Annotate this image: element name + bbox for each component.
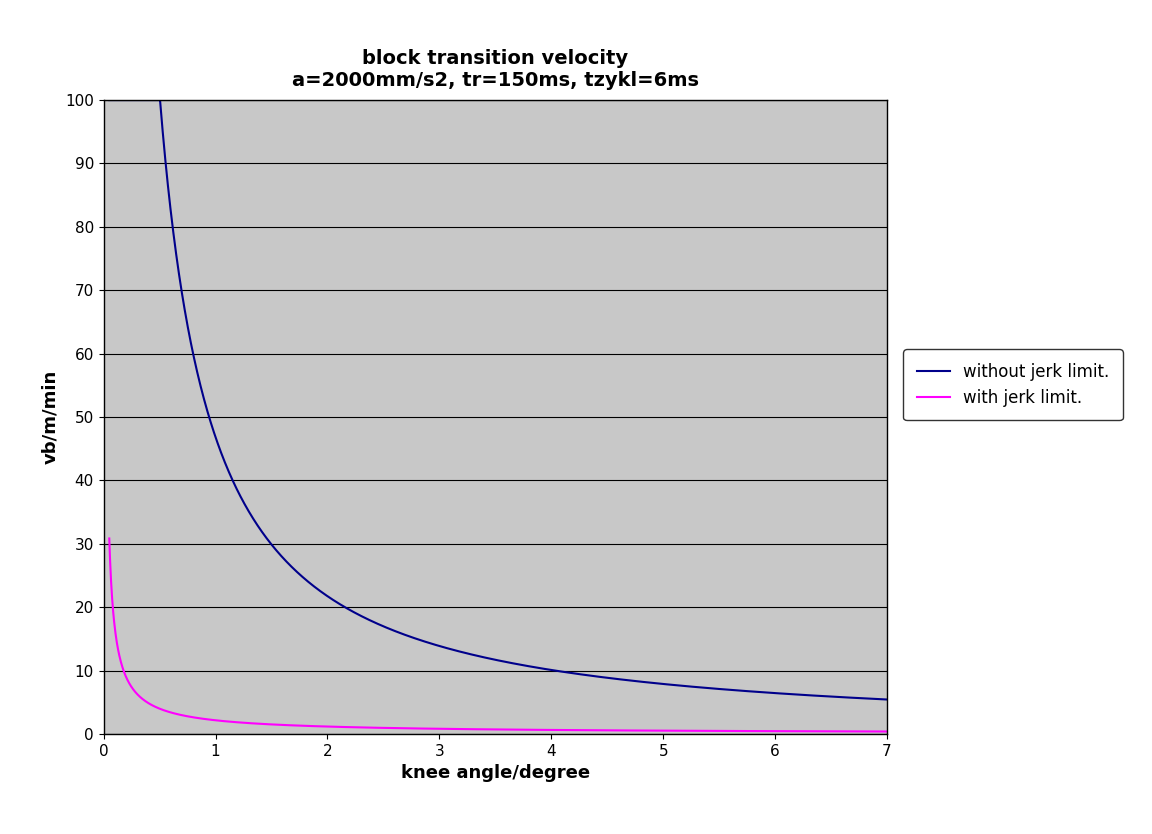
Line: with jerk limit.: with jerk limit. [109, 539, 887, 731]
with jerk limit. [880, 726, 894, 736]
Legend: without jerk limit., with jerk limit.: without jerk limit., with jerk limit. [903, 349, 1123, 420]
Y-axis label: vb/m/min: vb/m/min [41, 369, 60, 465]
without jerk limit. [865, 694, 879, 704]
X-axis label: knee angle/degree: knee angle/degree [401, 764, 590, 782]
without jerk limit. [434, 641, 448, 651]
with jerk limit. [401, 723, 415, 733]
without jerk limit. [237, 498, 251, 508]
without jerk limit. [191, 370, 205, 380]
Title: block transition velocity
a=2000mm/s2, tr=150ms, tzykl=6ms: block transition velocity a=2000mm/s2, t… [291, 49, 699, 90]
with jerk limit. [865, 726, 879, 736]
with jerk limit. [191, 713, 205, 723]
with jerk limit. [237, 718, 251, 728]
Line: without jerk limit.: without jerk limit. [109, 100, 887, 700]
without jerk limit. [781, 689, 795, 699]
with jerk limit. [103, 534, 116, 544]
without jerk limit. [401, 631, 415, 641]
without jerk limit. [103, 95, 116, 105]
without jerk limit. [880, 695, 894, 705]
with jerk limit. [781, 726, 795, 736]
with jerk limit. [434, 724, 448, 734]
